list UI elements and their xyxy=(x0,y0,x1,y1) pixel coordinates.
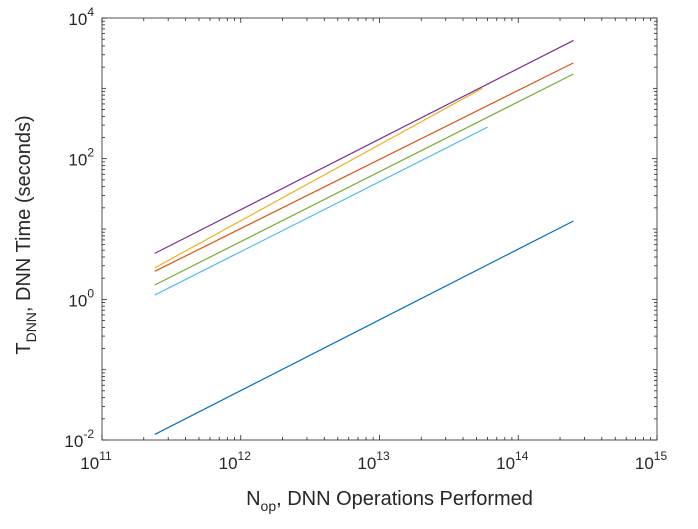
series-line-6 xyxy=(154,126,488,296)
y-axis-label: TDNN, DNN Time (seconds) xyxy=(13,115,39,354)
x-axis-label-rest: , DNN Operations Performed xyxy=(276,488,533,510)
y-tick-label-base: 10 xyxy=(68,10,87,29)
series-line-1 xyxy=(154,220,574,435)
x-axis-label-main: N xyxy=(246,488,260,510)
x-tick-label-exponent: 13 xyxy=(376,449,390,463)
y-tick-label-base: 10 xyxy=(68,291,87,310)
x-tick-label-exponent: 12 xyxy=(238,449,252,463)
x-tick-label-exponent: 14 xyxy=(515,449,529,463)
x-tick-label: 1012 xyxy=(219,449,252,473)
x-tick-label-base: 10 xyxy=(357,454,376,473)
y-tick-label: 104 xyxy=(68,5,94,29)
x-tick-label-exponent: 11 xyxy=(99,449,112,463)
x-tick-label-base: 10 xyxy=(80,454,99,473)
y-tick-label-exponent: -2 xyxy=(83,427,94,441)
x-axis-label-subscript: op xyxy=(261,498,277,514)
x-tick-label: 1011 xyxy=(80,449,112,473)
y-tick-label: 10-2 xyxy=(64,427,94,451)
series-line-3 xyxy=(154,87,483,269)
y-tick-label: 100 xyxy=(68,286,94,310)
x-tick-label: 1014 xyxy=(496,449,529,473)
x-tick-label: 1013 xyxy=(357,449,390,473)
x-tick-label-exponent: 15 xyxy=(654,449,668,463)
series-line-4 xyxy=(154,39,574,254)
x-tick-label-base: 10 xyxy=(635,454,654,473)
x-tick-label-base: 10 xyxy=(496,454,515,473)
x-tick-label-base: 10 xyxy=(219,454,238,473)
series-layer xyxy=(154,39,574,435)
y-tick-label-base: 10 xyxy=(64,432,83,451)
y-tick-label-exponent: 0 xyxy=(87,286,94,300)
y-tick-label: 102 xyxy=(68,146,94,170)
y-tick-label-exponent: 4 xyxy=(87,5,94,19)
x-tick-label: 1015 xyxy=(635,449,668,473)
y-axis-label-main: T xyxy=(13,342,35,354)
y-axis-label-subscript: DNN xyxy=(23,312,39,342)
y-tick-label-base: 10 xyxy=(68,151,87,170)
series-line-5 xyxy=(154,73,574,286)
series-line-2 xyxy=(154,62,574,272)
y-axis-label-rest: , DNN Time (seconds) xyxy=(13,115,35,312)
y-tick-label-exponent: 2 xyxy=(87,146,94,160)
x-axis-label: Nop, DNN Operations Performed xyxy=(246,488,533,514)
